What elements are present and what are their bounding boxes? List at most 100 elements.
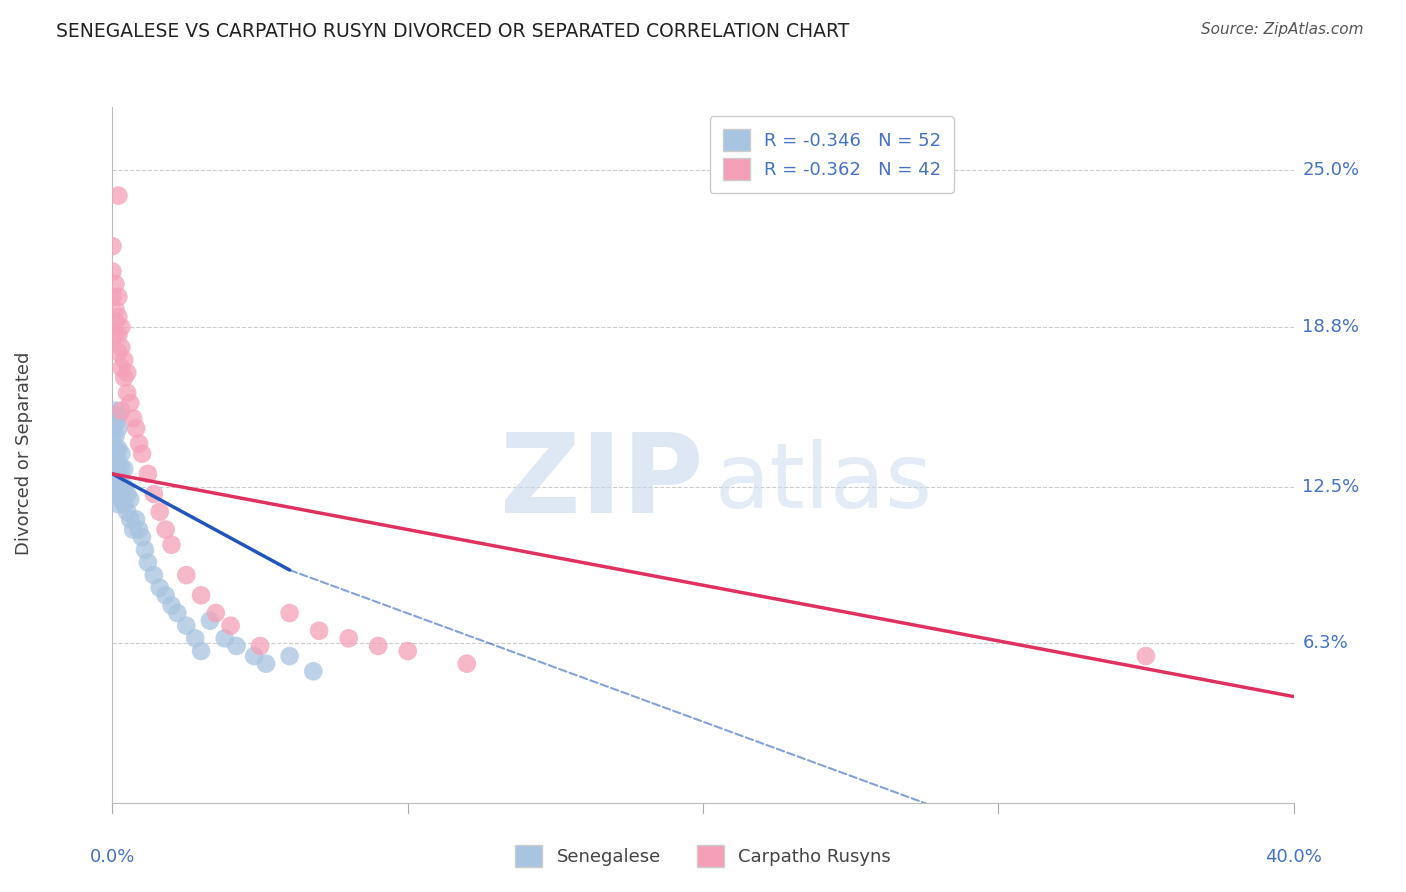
Legend: Senegalese, Carpatho Rusyns: Senegalese, Carpatho Rusyns: [508, 838, 898, 874]
Point: [101, 434, 124, 448]
Point: [107, 310, 129, 324]
Point: [120, 512, 142, 526]
Point: [101, 421, 124, 435]
Point: [112, 370, 135, 384]
Point: [107, 467, 129, 481]
Point: [101, 239, 124, 253]
Point: [101, 447, 124, 461]
Text: Source: ZipAtlas.com: Source: ZipAtlas.com: [1201, 22, 1364, 37]
Point: [101, 459, 124, 474]
Point: [104, 462, 127, 476]
Point: [104, 315, 127, 329]
Legend: R = -0.346   N = 52, R = -0.362   N = 42: R = -0.346 N = 52, R = -0.362 N = 42: [710, 116, 953, 193]
Point: [101, 472, 124, 486]
Point: [205, 606, 228, 620]
Point: [110, 479, 132, 493]
Point: [107, 290, 129, 304]
Point: [104, 417, 127, 431]
Text: SENEGALESE VS CARPATHO RUSYN DIVORCED OR SEPARATED CORRELATION CHART: SENEGALESE VS CARPATHO RUSYN DIVORCED OR…: [56, 22, 849, 41]
Text: 18.8%: 18.8%: [1302, 318, 1360, 336]
Point: [117, 366, 138, 380]
Point: [107, 421, 129, 435]
Point: [107, 497, 129, 511]
Point: [117, 505, 138, 519]
Point: [278, 648, 301, 663]
Point: [155, 588, 177, 602]
Point: [104, 475, 127, 489]
Point: [104, 302, 127, 317]
Point: [125, 421, 148, 435]
Point: [104, 487, 127, 501]
Point: [337, 632, 360, 646]
Point: [107, 327, 129, 342]
Point: [214, 632, 236, 646]
Point: [160, 599, 183, 613]
Point: [107, 454, 129, 468]
Point: [278, 606, 301, 620]
Point: [107, 188, 129, 202]
Point: [219, 618, 242, 632]
Point: [112, 479, 135, 493]
Point: [128, 523, 150, 537]
Point: [104, 429, 127, 443]
Point: [110, 360, 132, 375]
Point: [134, 542, 156, 557]
Text: 0.0%: 0.0%: [90, 848, 135, 866]
Point: [120, 492, 142, 507]
Point: [112, 497, 135, 511]
Point: [110, 340, 132, 354]
Point: [128, 436, 150, 450]
Point: [110, 447, 132, 461]
Point: [174, 568, 197, 582]
Point: [160, 538, 183, 552]
Point: [254, 657, 277, 671]
Point: [122, 523, 145, 537]
Point: [1135, 648, 1157, 663]
Point: [302, 665, 325, 679]
Point: [396, 644, 419, 658]
Point: [131, 447, 153, 461]
Point: [184, 632, 207, 646]
Point: [110, 403, 132, 417]
Text: 40.0%: 40.0%: [1265, 848, 1322, 866]
Point: [131, 530, 153, 544]
Text: 12.5%: 12.5%: [1302, 477, 1360, 496]
Point: [225, 639, 247, 653]
Point: [107, 345, 129, 359]
Point: [104, 449, 127, 463]
Text: 25.0%: 25.0%: [1302, 161, 1360, 179]
Point: [149, 581, 172, 595]
Point: [110, 492, 132, 507]
Point: [367, 639, 389, 653]
Point: [107, 409, 129, 423]
Point: [136, 556, 159, 570]
Point: [107, 484, 129, 499]
Point: [149, 505, 172, 519]
Point: [104, 403, 127, 417]
Point: [104, 277, 127, 292]
Text: ZIP: ZIP: [499, 429, 703, 536]
Text: Divorced or Separated: Divorced or Separated: [15, 352, 32, 556]
Point: [125, 512, 148, 526]
Point: [142, 487, 165, 501]
Point: [456, 657, 478, 671]
Point: [120, 396, 142, 410]
Point: [101, 264, 124, 278]
Point: [112, 462, 135, 476]
Text: 6.3%: 6.3%: [1302, 634, 1348, 652]
Point: [308, 624, 330, 638]
Point: [112, 353, 135, 368]
Point: [142, 568, 165, 582]
Point: [101, 290, 124, 304]
Point: [198, 614, 221, 628]
Point: [104, 442, 127, 456]
Point: [107, 442, 129, 456]
Point: [117, 386, 138, 401]
Point: [190, 588, 212, 602]
Point: [104, 327, 127, 342]
Point: [136, 467, 159, 481]
Point: [174, 618, 197, 632]
Point: [122, 411, 145, 425]
Point: [110, 320, 132, 334]
Point: [243, 648, 266, 663]
